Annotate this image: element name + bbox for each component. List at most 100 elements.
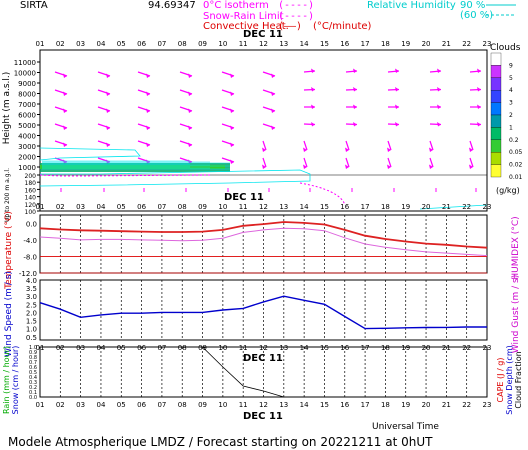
wind-arrowhead (63, 108, 67, 113)
wind-arrowhead (303, 164, 307, 169)
colorbar-swatch (490, 65, 502, 78)
wind-arrowhead (230, 73, 234, 78)
wind-arrow (429, 157, 434, 168)
hour-label-top: 06 (137, 40, 146, 48)
hour-label-top: 11 (239, 40, 248, 48)
wind-arrowhead (230, 159, 234, 164)
wind-arrowhead (230, 91, 234, 96)
cloud-panel-frame (39, 49, 488, 212)
precip-ytick-label: 0.8 (29, 355, 37, 361)
cloud-ytick-label: 3000 (18, 143, 36, 151)
wind-arrowhead (188, 125, 192, 130)
wind-arrowhead (353, 68, 357, 73)
hour-label-bottom: 05 (117, 401, 126, 409)
hour-label-top: 05 (117, 40, 126, 48)
wind-arrowhead (106, 73, 110, 78)
snowrain-line (299, 182, 346, 206)
hour-label-bottom: 09 (198, 401, 207, 409)
hour-label-temp: 18 (381, 203, 390, 211)
wind-arrowhead (429, 164, 433, 169)
wind-arrowhead (353, 87, 357, 92)
rh-contour-60 (39, 169, 311, 187)
wind-arrowhead (477, 87, 481, 92)
wind-arrowhead (106, 108, 110, 113)
wind-ytick-label: 0.5 (26, 334, 37, 342)
legend-isotherm: 0°C isotherm (203, 0, 269, 11)
wind-arrowhead (146, 91, 150, 96)
wind-arrowhead (146, 108, 150, 113)
hour-label-top: 23 (483, 40, 492, 48)
precip-ytick-label: 0.7 (29, 360, 37, 366)
wind-arrowhead (63, 142, 67, 147)
hour-label-top: 02 (56, 40, 65, 48)
date-clouds: DEC 11 (224, 192, 264, 203)
hour-label-top: 13 (279, 40, 288, 48)
temp-ytick-label: -4.0 (23, 237, 37, 245)
wind-ytick-label: 1.0 (26, 326, 37, 334)
hour-label-bottom: 07 (157, 401, 166, 409)
hour-label-temp: 05 (117, 203, 126, 211)
wind-arrowhead (311, 68, 315, 73)
hour-label-temp: 04 (96, 203, 105, 211)
colorbar-tick-label: 0.05 (509, 149, 523, 156)
precip-ytick-label: 0.1 (29, 390, 37, 396)
wind-arrowhead (395, 68, 399, 73)
wind-arrowhead (395, 87, 399, 92)
hour-label-temp: 16 (340, 203, 349, 211)
temp-ytick-label: -8.0 (23, 253, 37, 261)
ylabel-height: Height (m a.s.l.) (2, 72, 12, 145)
hour-label-bottom: 22 (462, 401, 471, 409)
hour-label-temp: 02 (56, 203, 65, 211)
hour-label-top: 12 (259, 40, 268, 48)
wind-arrowhead (262, 147, 266, 152)
wind-arrow (262, 140, 267, 151)
hour-label-bottom: 14 (300, 401, 309, 409)
colorbar-swatch (490, 102, 502, 116)
hour-label-top: 07 (157, 40, 166, 48)
hour-label-top: 17 (361, 40, 370, 48)
hour-label-bottom: 16 (340, 401, 349, 409)
cloud-ytick-low-label: 140 (25, 195, 37, 202)
colorbar: 9 5 4 3 2 1 0.2 0.05 0.02 0.01 (490, 52, 523, 181)
colorbar-tick-label: 0.02 (509, 162, 523, 169)
wind-arrowhead (387, 147, 391, 152)
hour-label-top: 09 (198, 40, 207, 48)
hour-label-bottom: 23 (483, 401, 492, 409)
wind-arrowhead (146, 125, 150, 130)
hour-label-top: 16 (340, 40, 349, 48)
hour-label-temp: 21 (442, 203, 451, 211)
colorbar-swatch (490, 90, 502, 103)
hour-label-bottom: 08 (178, 401, 187, 409)
temp-ytick-label: 0.0 (26, 220, 37, 228)
legend-rh-90: 90 % (460, 0, 485, 11)
wind-arrow (469, 157, 474, 168)
legend-snowrain-symbol: (----) (278, 11, 314, 22)
wind-arrowhead (311, 87, 315, 92)
wind-ytick-label: 3.5 (26, 285, 37, 293)
colorbar-swatch (490, 52, 502, 66)
hour-label-top: 03 (76, 40, 85, 48)
wind-arrowhead (63, 125, 67, 130)
rh-contour-90 (39, 147, 141, 161)
ylabel-windspeed: Wind Speed (m / s) (4, 271, 14, 357)
cloud-ytick-label: 10000 (14, 70, 36, 78)
footer-title: Modele Atmospherique LMDZ / Forecast sta… (8, 435, 433, 449)
ylabel-lowheight: Up to 200 m a.g.l. (4, 168, 11, 222)
hour-label-bottom: 06 (137, 401, 146, 409)
hour-label-temp: 01 (36, 203, 45, 211)
hour-label-top: 18 (381, 40, 390, 48)
hour-label-bottom: 13 (279, 401, 288, 409)
wind-arrow (345, 140, 350, 151)
hour-label-bottom: 03 (76, 401, 85, 409)
wind-arrow (429, 140, 434, 151)
wind-arrowhead (345, 164, 349, 169)
hour-label-top: 14 (300, 40, 309, 48)
wind-arrowhead (353, 104, 357, 109)
wind-arrowhead (387, 164, 391, 169)
precip-ytick-label: 0.5 (29, 370, 37, 376)
wind-arrowhead (271, 108, 275, 113)
wind-ytick-label: 3.0 (26, 293, 37, 301)
hour-label-bottom: 04 (96, 401, 105, 409)
hour-label-temp: 11 (239, 203, 248, 211)
wind-arrowhead (106, 142, 110, 147)
